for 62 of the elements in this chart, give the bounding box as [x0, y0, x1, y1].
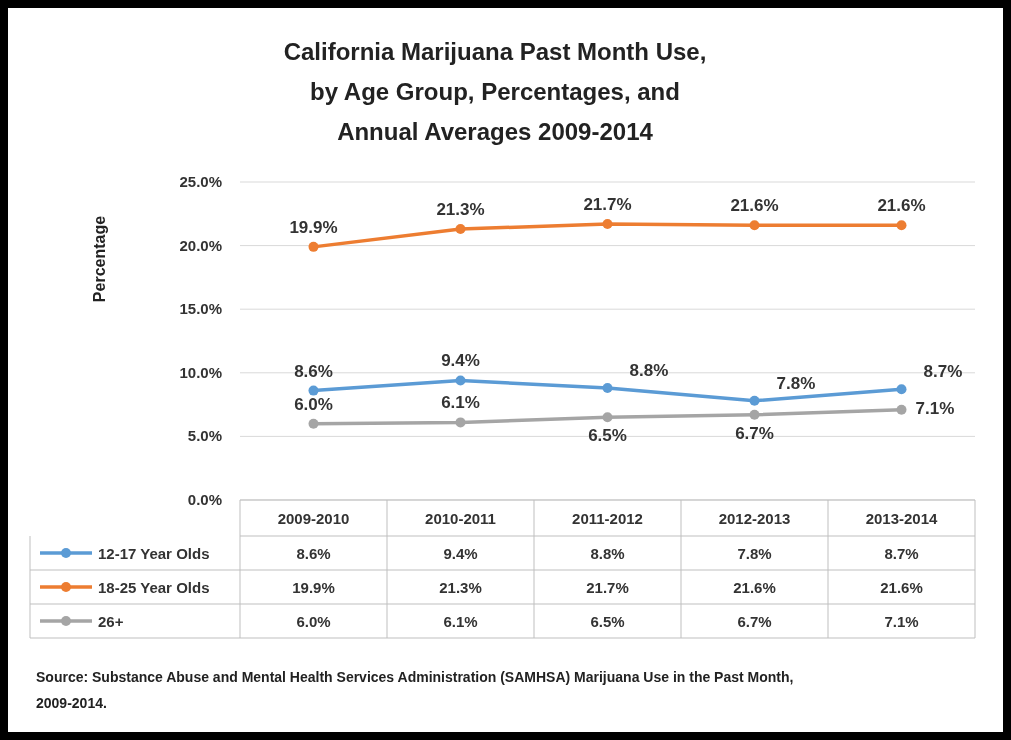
data-label: 8.7%: [884, 545, 919, 562]
point: [749, 409, 760, 420]
x-tick-label: 2010-2011: [425, 510, 496, 527]
data-label: 21.7%: [586, 579, 629, 596]
point: [896, 220, 907, 231]
data-label: 21.6%: [880, 579, 923, 596]
y-tick-label: 25.0%: [179, 173, 222, 190]
text: 9.4%: [441, 351, 480, 371]
source-note: Source: Substance Abuse and Mental Health Services Administration (SAMHSA) Marijuana Use in the Past Month, 2009-2014.: [36, 669, 794, 711]
point: [602, 412, 613, 423]
text: 8.8%: [629, 361, 669, 381]
text: 21.6%: [730, 196, 779, 216]
data-label: 8.8%: [590, 545, 625, 562]
y-tick-label: 0.0%: [187, 491, 222, 508]
x-tick-label: 2009-2010: [277, 510, 350, 527]
text: 21.3%: [436, 200, 485, 220]
y-tick-label: 15.0%: [179, 300, 222, 318]
data-label: 7.8%: [737, 545, 772, 562]
x-tick-label: 2012-2013: [718, 510, 791, 527]
text: 8.6%: [294, 361, 333, 381]
data-label: 19.9%: [292, 579, 335, 596]
point: [308, 241, 319, 252]
point: [308, 418, 319, 429]
y-tick-label: 10.0%: [179, 363, 222, 381]
data-label: 21.3%: [439, 579, 482, 596]
data-label: 6.1%: [443, 613, 478, 630]
point: [602, 218, 613, 229]
text: 6.1%: [441, 393, 480, 413]
chart-title: California Marijuana Past Month Use, by Age Group, Percentages, and Annual Averages 2009-2014: [283, 38, 707, 145]
point: [455, 417, 466, 428]
x-tick-label: 2013-2014: [865, 510, 939, 527]
legend-label: 26+: [98, 613, 124, 630]
text: 6.7%: [735, 423, 774, 443]
data-label: 21.6%: [733, 579, 776, 596]
text: 21.6%: [877, 196, 926, 216]
y-axis-title: Percentage: [91, 215, 108, 303]
text: 19.9%: [289, 217, 338, 237]
point: [896, 404, 907, 415]
point: [455, 224, 466, 235]
point: [455, 375, 466, 386]
point: [602, 383, 613, 394]
point: [308, 385, 319, 396]
data-label: 6.5%: [590, 613, 625, 630]
point: [896, 384, 907, 395]
legend-label: 18-25 Year Olds: [98, 579, 210, 596]
x-tick-label: 2011-2012: [572, 510, 643, 527]
text: 7.1%: [915, 398, 955, 418]
text: 6.5%: [588, 426, 627, 446]
point: [749, 220, 760, 231]
data-label: 6.7%: [737, 613, 772, 630]
data-label: 7.1%: [884, 613, 919, 630]
text: 6.0%: [294, 394, 333, 414]
legend-label: 12-17 Year Olds: [98, 545, 210, 562]
text: 8.7%: [923, 362, 963, 382]
text: 7.8%: [776, 373, 816, 393]
y-tick-label: 20.0%: [179, 236, 222, 254]
text: 21.7%: [583, 194, 632, 214]
point: [749, 395, 760, 406]
data-label: 9.4%: [443, 545, 478, 562]
data-label: 8.6%: [296, 545, 331, 562]
data-label: 6.0%: [296, 613, 331, 630]
y-tick-label: 5.0%: [187, 427, 222, 445]
